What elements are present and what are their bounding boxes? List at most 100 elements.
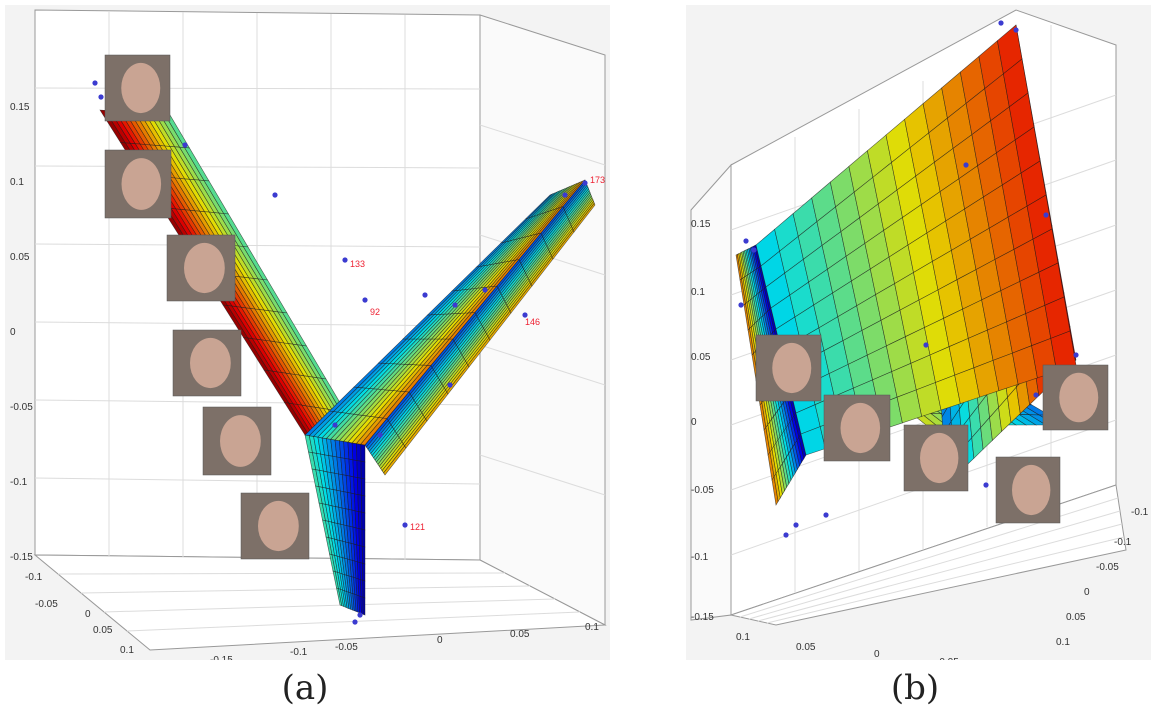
x-tick-label: -0.05	[936, 657, 959, 660]
z-tick-label: -0.15	[691, 612, 714, 623]
sample-point	[182, 142, 188, 148]
z-tick-label: -0.1	[691, 552, 709, 563]
face-thumbnail-skin	[258, 500, 299, 552]
sample-point	[793, 522, 799, 528]
y-tick-label: 0.05	[93, 625, 113, 636]
sample-point	[92, 80, 98, 86]
sample-point	[362, 297, 368, 303]
surface-patch	[356, 443, 362, 462]
y-tick-label: 0.1	[1056, 637, 1070, 648]
z-tick-label: -0.05	[10, 402, 33, 413]
grid-line	[103, 598, 556, 613]
sample-point	[402, 522, 408, 528]
sample-point	[1013, 27, 1019, 33]
z-tick-label: 0	[691, 417, 697, 428]
surface-patch	[356, 460, 362, 479]
sample-point	[783, 532, 789, 538]
sample-point	[751, 247, 757, 253]
z-tick-label: -0.15	[10, 552, 33, 563]
sample-point	[983, 482, 989, 488]
z-tick-label: 0	[10, 327, 16, 338]
x-tick-label: -0.05	[335, 642, 358, 653]
face-thumbnail-skin	[220, 415, 261, 467]
point-label: 92	[370, 307, 380, 317]
surface-patch	[357, 477, 362, 496]
grid-line	[479, 344, 606, 386]
z-tick-label: 0.05	[10, 252, 30, 263]
surface-patch	[362, 596, 366, 616]
y-tick-label: 0.05	[1066, 612, 1086, 623]
grid-line	[766, 536, 1125, 624]
surface-patch	[358, 528, 363, 547]
x-tick-label: 0	[874, 649, 880, 660]
surface-patch	[360, 443, 366, 463]
sample-point	[562, 192, 568, 198]
face-thumbnail-skin	[121, 158, 162, 210]
grid-line	[80, 585, 531, 594]
z-tick-label: 0.1	[691, 287, 705, 298]
sample-point	[1033, 392, 1039, 398]
surface-patch	[360, 460, 366, 480]
point-label: 133	[350, 259, 365, 269]
y-tick-label: 0.1	[120, 645, 134, 656]
y-tick-label: -0.1	[1114, 537, 1132, 548]
z-tick-label: 0.05	[691, 352, 711, 363]
caption-b: (b)	[890, 668, 940, 708]
sample-point	[452, 302, 458, 308]
y-tick-label: -0.1	[25, 572, 43, 583]
sample-point	[1043, 212, 1049, 218]
x-tick-label: 0.1	[736, 632, 750, 643]
surface-patch	[362, 579, 366, 599]
sample-point	[1073, 352, 1079, 358]
sample-point	[923, 342, 929, 348]
x-tick-label: 0.05	[510, 629, 530, 640]
surface-patch	[361, 511, 366, 531]
sample-point	[447, 382, 453, 388]
z-tick-label: 0.15	[10, 102, 30, 113]
x-tick-label: 0.1	[585, 622, 599, 633]
sample-point	[963, 162, 969, 168]
x-tick-label: -0.15	[210, 655, 233, 660]
sample-point	[738, 302, 744, 308]
y-tick-label: 0	[1084, 587, 1090, 598]
surface-patch	[357, 494, 363, 513]
surface-patch	[361, 545, 366, 565]
face-thumbnail-skin	[1059, 372, 1099, 423]
x-tick-label: 0	[437, 635, 443, 646]
grid-line	[479, 124, 606, 166]
face-thumbnail-skin	[190, 337, 231, 389]
surface-patch	[361, 494, 366, 514]
z-tick-label: -0.1	[10, 477, 28, 488]
sample-point	[377, 432, 383, 438]
z-tick-label: 0.1	[10, 177, 24, 188]
surface-patch	[361, 528, 366, 548]
y-tick-label: -0.1	[1131, 507, 1149, 518]
sample-point	[823, 512, 829, 518]
face-thumbnail-skin	[121, 62, 161, 114]
grid-line	[757, 523, 1123, 622]
grid-line	[479, 454, 606, 496]
z-tick-label: 0.15	[691, 219, 711, 230]
y-tick-label: 0	[85, 609, 91, 620]
sample-point	[422, 292, 428, 298]
grid-line	[34, 243, 481, 248]
face-thumbnail-skin	[1012, 464, 1051, 516]
point-label: 121	[410, 522, 425, 532]
sample-point	[332, 422, 338, 428]
face-thumbnail-skin	[920, 432, 959, 484]
sample-point	[482, 287, 488, 293]
face-thumbnail-skin	[184, 242, 225, 294]
y-tick-label: -0.05	[1096, 562, 1119, 573]
x-tick-label: -0.1	[290, 647, 308, 658]
point-label: 173	[590, 175, 605, 185]
sample-point	[98, 94, 104, 100]
surface-patch	[360, 477, 366, 497]
surface-patch	[362, 562, 366, 582]
chart-panel-b: 0.15 0.1 0.05 0 -0.05 -0.1 -0.15 0.1 0.05 0 -0.05 -…	[686, 5, 1151, 660]
chart-panel-a: 0.150.10.050-0.05-0.1-0.15-0.15-0.1-0.05…	[5, 5, 610, 660]
sample-point	[342, 257, 348, 263]
point-label: 146	[525, 317, 540, 327]
sample-point	[522, 312, 528, 318]
y-tick-label: -0.05	[35, 599, 58, 610]
sample-point	[352, 619, 358, 625]
